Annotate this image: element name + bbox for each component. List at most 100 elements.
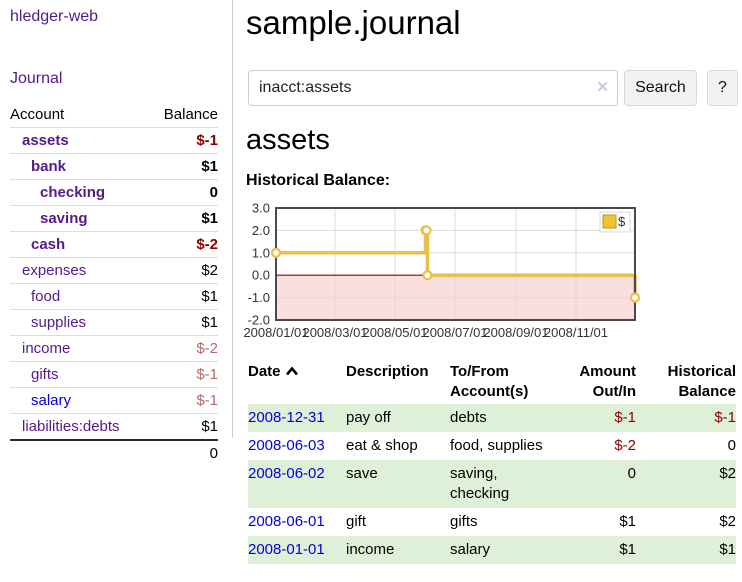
- accounts-table-header-row: Account Balance: [10, 102, 218, 128]
- svg-text:$: $: [618, 214, 626, 229]
- transaction-accounts: gifts: [450, 513, 478, 530]
- transaction-amount: $1: [619, 541, 636, 558]
- account-balance: $1: [201, 288, 218, 305]
- svg-text:2008/01/01: 2008/01/01: [243, 325, 308, 340]
- account-link[interactable]: income: [22, 340, 71, 357]
- account-link[interactable]: checking: [40, 184, 106, 201]
- balance-column-header: Historical Balance: [667, 363, 736, 400]
- accounts-column-header: To/From Account(s): [450, 363, 529, 400]
- svg-text:1.0: 1.0: [252, 245, 270, 260]
- search-input-wrapper: ✕: [248, 70, 618, 106]
- account-row: expenses $2: [10, 257, 218, 284]
- help-button[interactable]: ?: [706, 70, 738, 106]
- svg-text:2.0: 2.0: [252, 223, 270, 238]
- account-row: checking 0: [10, 179, 218, 206]
- chart-canvas: $3.0 2.0 1.0 0.0 -1.0 -2.02008/01/012008/03/0…: [243, 201, 641, 340]
- accounts-total-spacer: [10, 440, 148, 466]
- transaction-amount: $1: [619, 513, 636, 530]
- accounts-total-row: 0: [10, 440, 218, 466]
- svg-text:2008/03/01: 2008/03/01: [302, 325, 367, 340]
- transaction-description: gift: [346, 513, 367, 530]
- transaction-balance: 0: [727, 437, 736, 454]
- account-balance: $-2: [196, 236, 218, 253]
- register-row: 2008-01-01 income salary $1 $1: [248, 536, 736, 564]
- account-balance: 0: [209, 184, 218, 201]
- account-balance: $1: [201, 314, 218, 331]
- transaction-balance: $2: [719, 465, 736, 482]
- transaction-description: eat & shop: [346, 437, 418, 454]
- page-title: sample.journal: [246, 4, 461, 41]
- account-balance: $1: [201, 418, 218, 435]
- clear-search-icon[interactable]: ✕: [596, 79, 609, 96]
- account-row: bank $1: [10, 153, 218, 180]
- sidebar-divider: [232, 0, 233, 438]
- transaction-accounts: food, supplies: [450, 437, 543, 454]
- account-row: supplies $1: [10, 309, 218, 336]
- account-row: salary $-1: [10, 387, 218, 414]
- transaction-date-link[interactable]: 2008-06-02: [248, 465, 325, 482]
- account-balance: $1: [201, 158, 218, 175]
- transaction-date-link[interactable]: 2008-06-03: [248, 437, 325, 454]
- account-link[interactable]: salary: [31, 392, 72, 409]
- account-link[interactable]: supplies: [31, 314, 87, 331]
- app-brand-link[interactable]: hledger-web: [10, 8, 99, 25]
- account-balance: $2: [201, 262, 218, 279]
- svg-text:3.0: 3.0: [252, 201, 270, 216]
- register-row: 2008-06-02 save saving, checking 0 $2: [248, 460, 736, 508]
- transaction-description: save: [346, 465, 378, 482]
- account-balance: $-1: [196, 366, 218, 383]
- account-link[interactable]: bank: [31, 158, 67, 175]
- search-input[interactable]: [248, 70, 618, 106]
- register-row: 2008-12-31 pay off debts $-1 $-1: [248, 404, 736, 432]
- account-link[interactable]: food: [31, 288, 61, 305]
- svg-text:2008/11/01: 2008/11/01: [544, 325, 608, 340]
- account-link[interactable]: gifts: [31, 366, 59, 383]
- account-balance: $-2: [196, 340, 218, 357]
- svg-text:-1.0: -1.0: [248, 290, 270, 305]
- transaction-date-link[interactable]: 2008-06-01: [248, 513, 325, 530]
- balance-column-header: Balance: [163, 106, 218, 123]
- account-balance: $-1: [196, 132, 218, 149]
- transaction-amount: $-1: [614, 409, 636, 426]
- transaction-description: pay off: [346, 409, 391, 426]
- accounts-column-header: Account: [10, 106, 65, 123]
- account-row: saving $1: [10, 205, 218, 232]
- historical-balance-chart: $3.0 2.0 1.0 0.0 -1.0 -2.0 2008/01/01 2008/03/0…: [238, 200, 742, 346]
- transaction-amount: $-2: [614, 437, 636, 454]
- register-row: 2008-06-03 eat & shop food, supplies $-2 0: [248, 432, 736, 460]
- account-row: food $1: [10, 283, 218, 310]
- register-header-row: Date Description To/From Account(s) Amou…: [248, 360, 736, 404]
- svg-text:-2.0: -2.0: [248, 313, 270, 328]
- description-column-header: Description: [346, 363, 429, 380]
- transaction-date-link[interactable]: 2008-01-01: [248, 541, 325, 558]
- account-row: cash $-2: [10, 231, 218, 258]
- account-link[interactable]: cash: [31, 236, 66, 253]
- accounts-table: Account Balance assets $-1 bank $1 checking 0…: [10, 102, 218, 466]
- account-balance: $1: [201, 210, 218, 227]
- account-row: assets $-1: [10, 127, 218, 154]
- transaction-balance: $2: [719, 513, 736, 530]
- chart-title: Historical Balance:: [246, 172, 391, 189]
- account-link[interactable]: saving: [40, 210, 88, 227]
- svg-text:2008/09/01: 2008/09/01: [483, 325, 548, 340]
- transaction-accounts: debts: [450, 409, 487, 426]
- transaction-balance: $1: [719, 541, 736, 558]
- search-bar: ✕ Search ?: [248, 70, 738, 106]
- amount-column-header: Amount Out/In: [579, 363, 636, 400]
- sidebar-item-journal[interactable]: Journal: [10, 70, 63, 87]
- transaction-description: income: [346, 541, 395, 558]
- account-row: gifts $-1: [10, 361, 218, 388]
- account-link[interactable]: expenses: [22, 262, 87, 279]
- transaction-accounts: salary: [450, 541, 491, 558]
- account-heading: assets: [246, 124, 330, 156]
- sort-ascending-icon: [285, 363, 299, 383]
- transaction-date-link[interactable]: 2008-12-31: [248, 409, 325, 426]
- svg-text:2008/05/01: 2008/05/01: [362, 325, 427, 340]
- search-button[interactable]: Search: [624, 70, 697, 106]
- svg-text:0.0: 0.0: [252, 268, 270, 283]
- account-link[interactable]: liabilities:debts: [22, 418, 120, 435]
- transaction-accounts: saving, checking: [450, 465, 510, 502]
- transaction-balance: $-1: [714, 409, 736, 426]
- account-link[interactable]: assets: [22, 132, 69, 149]
- date-column-header[interactable]: Date: [248, 360, 346, 404]
